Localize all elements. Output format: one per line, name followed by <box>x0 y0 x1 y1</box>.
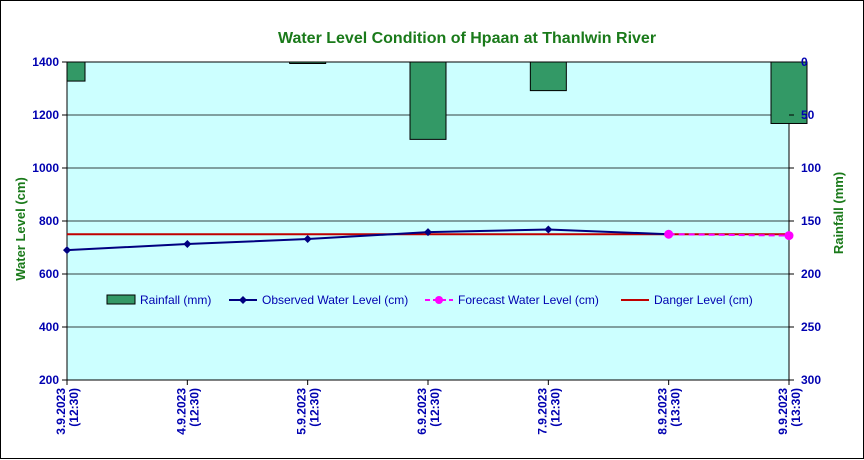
y2-tick-label: 0 <box>801 55 808 69</box>
x-tick-date: 7.9.2023 <box>535 388 549 435</box>
observed-point <box>424 228 432 237</box>
y2-tick-label: 200 <box>801 267 821 281</box>
x-tick-time: (12:30) <box>428 388 442 427</box>
legend-label: Forecast Water Level (cm) <box>458 293 599 307</box>
y-tick-label: 1000 <box>32 161 59 175</box>
y2-tick-label: 50 <box>801 108 815 122</box>
y-tick-label: 600 <box>39 267 59 281</box>
x-tick-label: 3.9.2023(12:30) <box>54 388 81 435</box>
x-tick-label: 5.9.2023(12:30) <box>295 388 322 435</box>
x-tick-date: 5.9.2023 <box>295 388 309 435</box>
x-tick-date: 3.9.2023 <box>54 388 68 435</box>
observed-point <box>303 235 312 244</box>
x-tick-time: (12:30) <box>548 388 562 427</box>
y2-tick-label: 100 <box>801 161 821 175</box>
observed-point <box>63 246 71 255</box>
axes: 200 400 600 800 1000 1200 1400 0 50 100 150 200 250 3… <box>32 55 821 435</box>
x-tick-date: 9.9.2023 <box>776 388 790 435</box>
x-tick-label: 9.9.2023(13:30) <box>776 388 803 435</box>
y-tick-label: 1200 <box>32 108 59 122</box>
legend-swatch-rainfall <box>106 294 136 305</box>
y-axis-label: Water Level (cm) <box>13 177 28 281</box>
legend-marker-observed <box>239 296 247 304</box>
x-tick-label: 4.9.2023(12:30) <box>174 388 201 435</box>
rainfall-bar <box>529 61 567 92</box>
y-tick-label: 400 <box>39 320 59 334</box>
legend-label: Rainfall (mm) <box>140 293 211 307</box>
legend-marker-forecast <box>435 296 443 304</box>
legend-label: Observed Water Level (cm) <box>262 293 408 307</box>
x-tick-label: 6.9.2023(12:30) <box>415 388 442 435</box>
x-tick-time: (12:30) <box>67 388 81 427</box>
rainfall-bar <box>770 61 808 124</box>
observed-water-level-line <box>66 228 669 252</box>
x-tick-time: (12:30) <box>308 388 322 427</box>
forecast-point <box>784 231 794 241</box>
legend: Rainfall (mm) Observed Water Level (cm) Fo… <box>106 293 753 307</box>
chart-title: Water Level Condition of Hpaan at Thanlw… <box>278 30 656 47</box>
x-tick-time: (13:30) <box>669 388 683 427</box>
x-tick-date: 4.9.2023 <box>174 388 188 435</box>
y-tick-label: 200 <box>39 373 59 387</box>
y2-tick-label: 150 <box>801 214 821 228</box>
y-tick-label: 800 <box>39 214 59 228</box>
observed-point <box>544 225 553 234</box>
x-tick-time: (12:30) <box>187 388 201 427</box>
x-tick-label: 7.9.2023(12:30) <box>535 388 562 435</box>
rainfall-bar <box>289 61 327 64</box>
y2-tick-label: 300 <box>801 373 821 387</box>
y-tick-label: 1400 <box>32 55 59 69</box>
legend-label: Danger Level (cm) <box>654 293 753 307</box>
x-tick-time: (13:30) <box>789 388 803 427</box>
y2-tick-label: 250 <box>801 320 821 334</box>
observed-point <box>183 240 192 249</box>
rainfall-bars <box>66 61 808 140</box>
x-tick-label: 8.9.2023(13:30) <box>656 388 683 435</box>
forecast-water-level-line <box>668 233 790 237</box>
x-tick-date: 8.9.2023 <box>656 388 670 435</box>
rainfall-bar <box>66 61 86 82</box>
rainfall-bar <box>409 61 447 140</box>
x-tick-date: 6.9.2023 <box>415 388 429 435</box>
forecast-point <box>664 229 674 239</box>
series-lines <box>63 225 794 255</box>
y2-axis-label: Rainfall (mm) <box>831 172 846 254</box>
